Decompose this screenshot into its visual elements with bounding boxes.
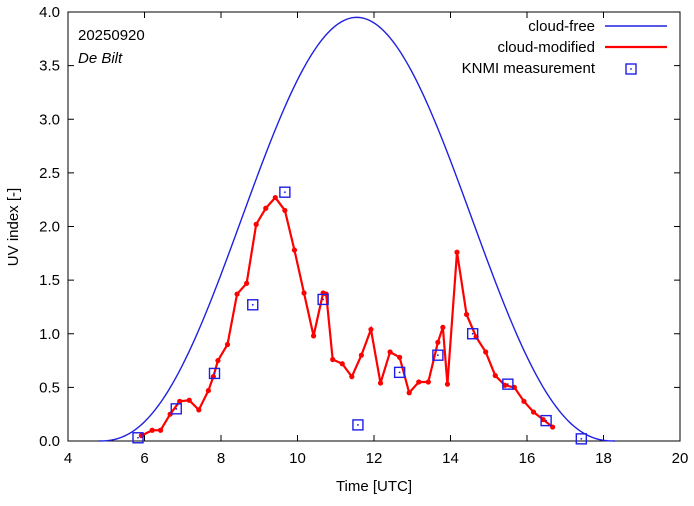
legend-swatch-measurement-dot [630,68,632,70]
legend-label-cloud-modified: cloud-modified [497,39,595,56]
cloud-modified-point [282,207,288,214]
measurement-point [279,186,291,198]
measurement-point [393,366,406,379]
y-tick-label: 1.0 [39,326,60,343]
cloud-modified-point [406,390,412,396]
cloud-modified-point [397,354,403,360]
cloud-modified-point [358,352,364,358]
x-tick-label: 12 [366,450,383,467]
cloud-modified-point [253,221,259,227]
x-tick-label: 6 [140,450,148,467]
cloud-modified-point [196,407,202,413]
cloud-modified-point [215,357,221,364]
measurement-point [208,367,221,380]
cloud-modified-point [157,427,164,433]
y-tick-label: 4.0 [39,4,60,21]
cloud-modified-point [492,372,498,379]
cloud-modified-point [377,380,384,386]
cloud-modified-point [224,341,231,348]
legend-label-cloud-free: cloud-free [528,18,595,35]
cloud-modified-point [440,324,446,330]
cloud-modified-point [149,427,155,433]
x-tick-label: 10 [289,450,306,467]
cloud-modified-point [435,339,441,345]
cloud-modified-point [530,409,537,415]
measurement-point [170,403,182,415]
measurement-point [466,328,479,340]
axis-ticks: 4 6 8 10 12 14 16 18 20 0.0 0.5 1.0 1.5 2.0 2.5 3.0 3.5 4… [39,4,688,467]
legend: cloud-free cloud-modified KNMI measureme… [462,18,667,77]
x-tick-label: 16 [519,450,536,467]
cloud-modified-point [521,398,527,404]
measurement-points [132,186,588,445]
x-tick-label: 14 [442,450,459,467]
cloud-modified-series-line [140,195,554,437]
measurement-point [432,349,444,361]
cloud-modified-point [291,247,298,253]
y-axis-label: UV index [-] [5,188,22,266]
legend-label-measurement: KNMI measurement [462,60,596,77]
cloud-modified-point [387,349,393,355]
y-tick-label: 0.5 [39,379,60,396]
y-tick-label: 2.0 [39,219,60,236]
cloud-modified-point [301,290,307,296]
cloud-modified-point [416,379,422,385]
cloud-modified-point [454,249,460,255]
measurement-point [317,293,329,306]
measurement-point [540,414,552,427]
cloud-modified-point [263,205,269,211]
cloud-modified-point [330,356,336,363]
cloud-modified-point [368,326,374,333]
cloud-modified-point [444,381,451,387]
measurement-point [575,433,588,445]
measurement-point [247,299,259,311]
cloud-modified-point [186,397,192,403]
measurement-point [352,419,364,431]
y-tick-label: 3.0 [39,111,60,128]
cloud-modified-point [177,398,183,404]
cloud-modified-point [425,379,431,385]
cloud-modified-point [244,280,250,286]
cloud-free-series-line [98,16,615,442]
cloud-modified-point [234,291,240,297]
measurement-point [502,378,514,390]
cloud-modified-point [463,311,470,318]
cloud-modified-point [339,361,345,367]
cloud-modified-point [205,387,211,394]
y-tick-label: 0.0 [39,433,60,450]
x-tick-label: 8 [217,450,225,467]
y-tick-label: 1.5 [39,272,60,289]
cloud-modified-point [310,333,317,339]
x-axis-label: Time [UTC] [336,478,412,495]
date-annotation: 20250920 [78,27,145,44]
cloud-modified-point [349,374,355,380]
station-annotation: De Bilt [78,50,123,67]
y-tick-label: 2.5 [39,165,60,182]
cloud-modified-points [138,194,556,439]
x-tick-label: 18 [595,450,612,467]
y-tick-label: 3.5 [39,58,60,75]
measurement-point [132,432,144,444]
x-tick-label: 4 [64,450,72,467]
legend-swatch-measurement [625,63,637,75]
cloud-modified-point [483,349,489,355]
x-tick-label: 20 [672,450,689,467]
cloud-modified-point [272,194,278,201]
